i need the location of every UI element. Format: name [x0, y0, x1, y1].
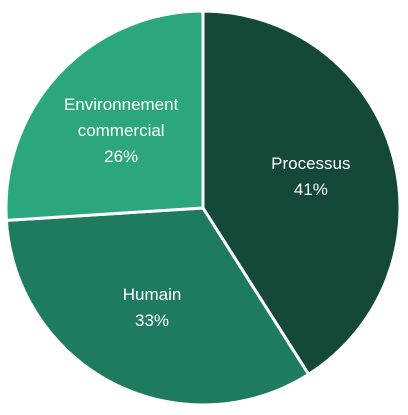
value-label: 26% — [104, 147, 139, 167]
slice-label: Environnement commercial 26% — [46, 92, 196, 170]
pie-slice — [4, 206, 311, 407]
slice-label: Humain 33% — [123, 282, 182, 334]
slice-label: Processus 41% — [271, 151, 350, 203]
pie-slice — [4, 9, 205, 222]
category-label: Environnement commercial — [63, 95, 179, 141]
category-label: Humain — [122, 285, 182, 305]
value-label: 33% — [135, 311, 170, 331]
category-label: Processus — [271, 153, 351, 173]
value-label: 41% — [293, 179, 328, 199]
